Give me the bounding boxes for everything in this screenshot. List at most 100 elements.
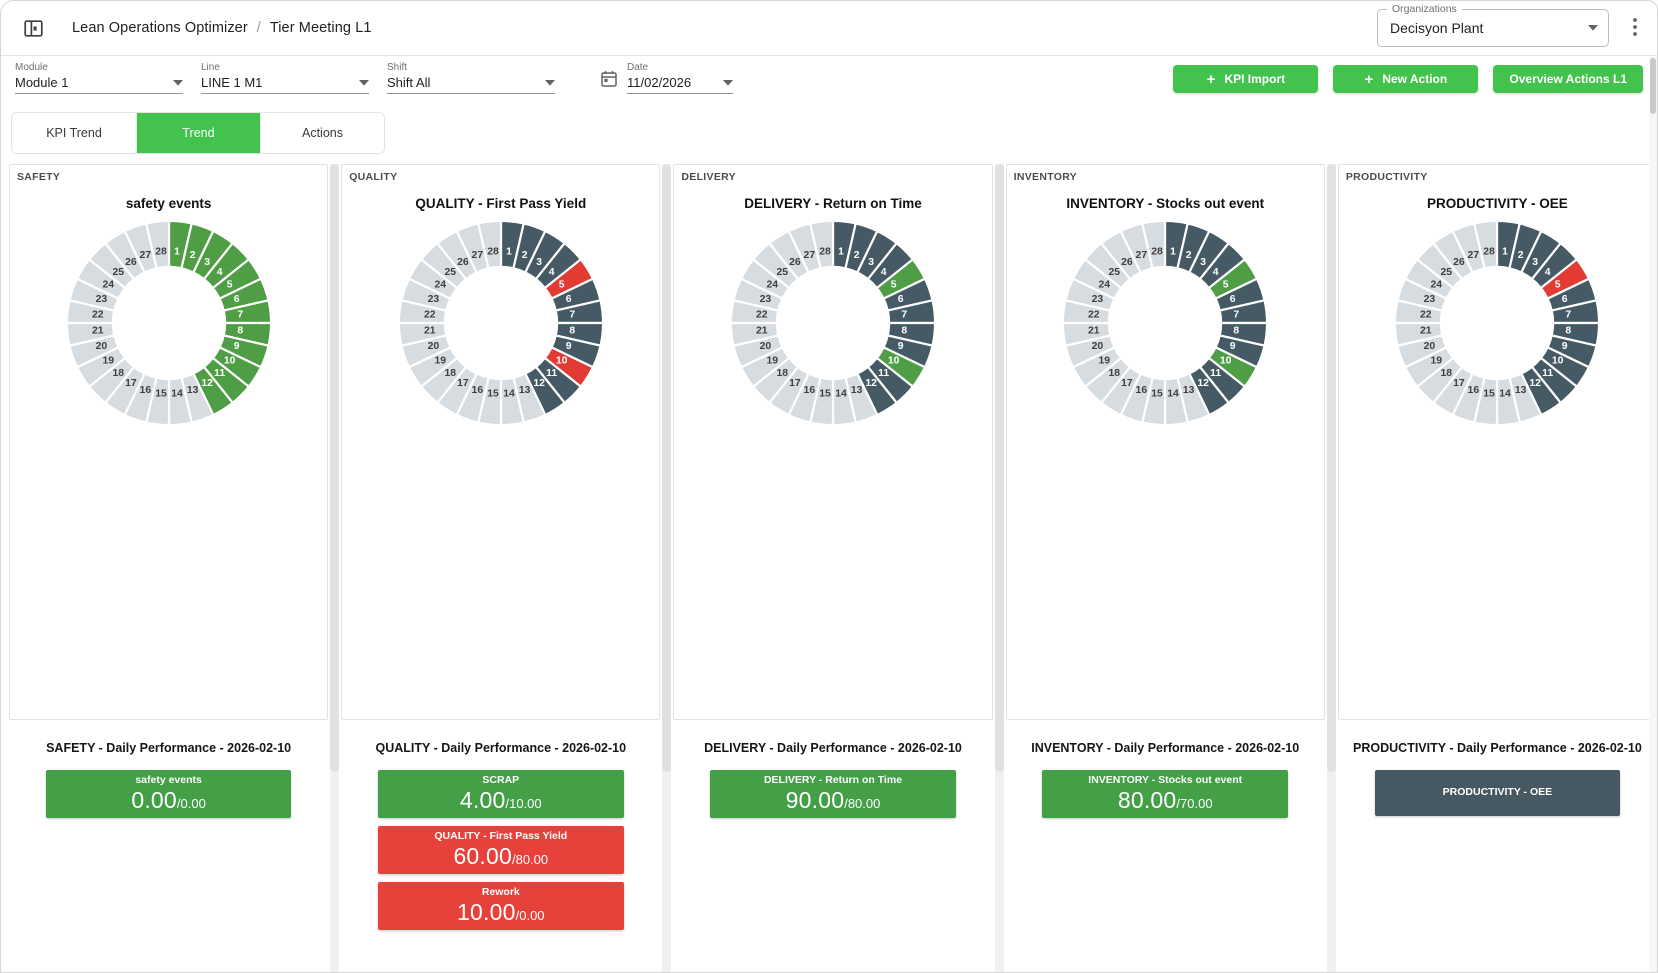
breadcrumb-separator: / (257, 20, 261, 36)
donut-day-label: 28 (1151, 246, 1163, 257)
new-action-button[interactable]: + New Action (1333, 65, 1478, 93)
scrollbar-thumb[interactable] (662, 164, 671, 772)
chevron-down-icon (545, 80, 555, 86)
donut-day-label: 11 (546, 368, 557, 379)
donut-day-label: 7 (237, 309, 243, 320)
donut-day-label: 13 (519, 385, 531, 396)
overview-actions-button[interactable]: Overview Actions L1 (1493, 65, 1643, 93)
kpi-import-button[interactable]: + KPI Import (1173, 65, 1318, 93)
kebab-menu-icon (1633, 18, 1637, 36)
donut-day-label: 25 (1441, 267, 1453, 278)
donut-day-label: 23 (760, 294, 772, 305)
kpi-card[interactable]: INVENTORY - Stocks out event80.00/70.00 (1042, 770, 1288, 818)
column-scrollbar[interactable] (995, 164, 1004, 973)
kpi-card-target: /70.00 (1176, 796, 1212, 811)
kpi-card[interactable]: QUALITY - First Pass Yield60.00/80.00 (378, 826, 624, 874)
kpi-card-label: QUALITY - First Pass Yield (434, 830, 567, 843)
date-select[interactable]: Date 11/02/2026 (627, 62, 733, 94)
kpi-card-target: /0.00 (177, 796, 206, 811)
scrollbar-thumb[interactable] (995, 164, 1004, 772)
donut-day-label: 20 (760, 341, 772, 352)
donut-day-label: 10 (1552, 356, 1564, 367)
donut-day-label: 19 (102, 356, 114, 367)
kpi-card-label: DELIVERY - Return on Time (764, 774, 902, 787)
scrollbar-thumb[interactable] (1327, 164, 1336, 772)
donut-day-label: 25 (444, 267, 456, 278)
donut-day-label: 9 (898, 341, 904, 352)
donut-day-label: 13 (1183, 385, 1195, 396)
donut-day-label: 19 (434, 356, 446, 367)
donut-day-label: 10 (556, 356, 568, 367)
kpi-card-value: 4.00 (460, 787, 506, 814)
action-buttons: + KPI Import + New Action Overview Actio… (1173, 65, 1645, 93)
donut-day-label: 28 (487, 246, 499, 257)
donut-day-label: 22 (1420, 309, 1432, 320)
column-header: DELIVERY (674, 165, 991, 183)
organizations-select[interactable]: Organizations Decisyon Plant (1377, 9, 1609, 47)
shift-select[interactable]: Shift Shift All (387, 62, 555, 94)
column-scrollbar[interactable] (1327, 164, 1336, 973)
module-select[interactable]: Module Module 1 (15, 62, 183, 94)
kpi-card[interactable]: Rework10.00/0.00 (378, 882, 624, 930)
donut-day-label: 13 (186, 385, 198, 396)
donut-day-label: 7 (1566, 309, 1572, 320)
kpi-card-value: 60.00 (453, 843, 512, 870)
donut-day-label: 9 (566, 341, 572, 352)
donut-chart: 1234567891011121314151617181920212223242… (724, 214, 942, 432)
kpi-cards: safety events0.00/0.00 (9, 770, 328, 818)
date-label: Date (627, 62, 733, 73)
donut-day-label: 1 (1170, 246, 1176, 257)
filter-bar: Module Module 1 Line LINE 1 M1 Shift Shi… (1, 56, 1657, 104)
tab-trend[interactable]: Trend (136, 113, 260, 153)
kpi-card[interactable]: SCRAP4.00/10.00 (378, 770, 624, 818)
daily-performance-heading: PRODUCTIVITY - Daily Performance - 2026-… (1338, 741, 1657, 755)
donut-day-label: 2 (1186, 250, 1192, 261)
scrollbar-thumb[interactable] (330, 164, 339, 772)
donut-day-label: 19 (1099, 356, 1111, 367)
donut-day-label: 18 (112, 368, 124, 379)
daily-performance-section: PRODUCTIVITY - Daily Performance - 2026-… (1338, 741, 1657, 816)
view-tabs: KPI Trend Trend Actions (11, 112, 385, 154)
kpi-card[interactable]: DELIVERY - Return on Time90.00/80.00 (710, 770, 956, 818)
donut-day-label: 4 (549, 267, 555, 278)
donut-day-label: 8 (901, 326, 907, 337)
breadcrumb-app-title[interactable]: Lean Operations Optimizer (72, 20, 248, 36)
donut-day-label: 14 (503, 389, 515, 400)
tab-actions[interactable]: Actions (260, 113, 384, 153)
kpi-card-value: 0.00 (131, 787, 177, 814)
donut-day-label: 12 (1530, 378, 1542, 389)
tab-row: KPI Trend Trend Actions (1, 104, 1657, 164)
donut-day-label: 19 (1431, 356, 1443, 367)
line-select[interactable]: Line LINE 1 M1 (201, 62, 369, 94)
donut-day-label: 5 (1223, 279, 1229, 290)
daily-performance-section: SAFETY - Daily Performance - 2026-02-10 … (9, 741, 328, 818)
donut-day-label: 24 (434, 279, 446, 290)
donut-day-label: 23 (1092, 294, 1104, 305)
page-scrollbar-thumb[interactable] (1650, 58, 1656, 114)
kpi-card-target: /0.00 (516, 908, 545, 923)
donut-day-label: 17 (1453, 378, 1465, 389)
donut-day-label: 3 (1533, 257, 1539, 268)
donut-day-label: 21 (424, 326, 436, 337)
donut-day-label: 27 (139, 250, 151, 261)
column-scrollbar[interactable] (662, 164, 671, 973)
chart-card: SAFETY safety events 1234567891011121314… (9, 164, 328, 720)
more-options-button[interactable] (1627, 14, 1643, 43)
page-scrollbar[interactable] (1649, 57, 1657, 972)
calendar-button[interactable] (599, 69, 619, 92)
kpi-cards: DELIVERY - Return on Time90.00/80.00 (673, 770, 992, 818)
donut-day-label: 27 (471, 250, 483, 261)
kpi-card[interactable]: safety events0.00/0.00 (46, 770, 292, 818)
kpi-card[interactable]: PRODUCTIVITY - OEE (1375, 770, 1621, 816)
sidebar-toggle-button[interactable] (23, 18, 44, 39)
line-label: Line (201, 62, 369, 73)
tab-kpi-trend[interactable]: KPI Trend (12, 113, 136, 153)
column-header: PRODUCTIVITY (1339, 165, 1656, 183)
column-scrollbar[interactable] (330, 164, 339, 973)
module-label: Module (15, 62, 183, 73)
donut-day-label: 5 (226, 279, 232, 290)
donut-day-label: 22 (1088, 309, 1100, 320)
date-value: 11/02/2026 (627, 75, 723, 90)
kpi-cards: PRODUCTIVITY - OEE (1338, 770, 1657, 816)
kpi-import-label: KPI Import (1224, 72, 1285, 86)
